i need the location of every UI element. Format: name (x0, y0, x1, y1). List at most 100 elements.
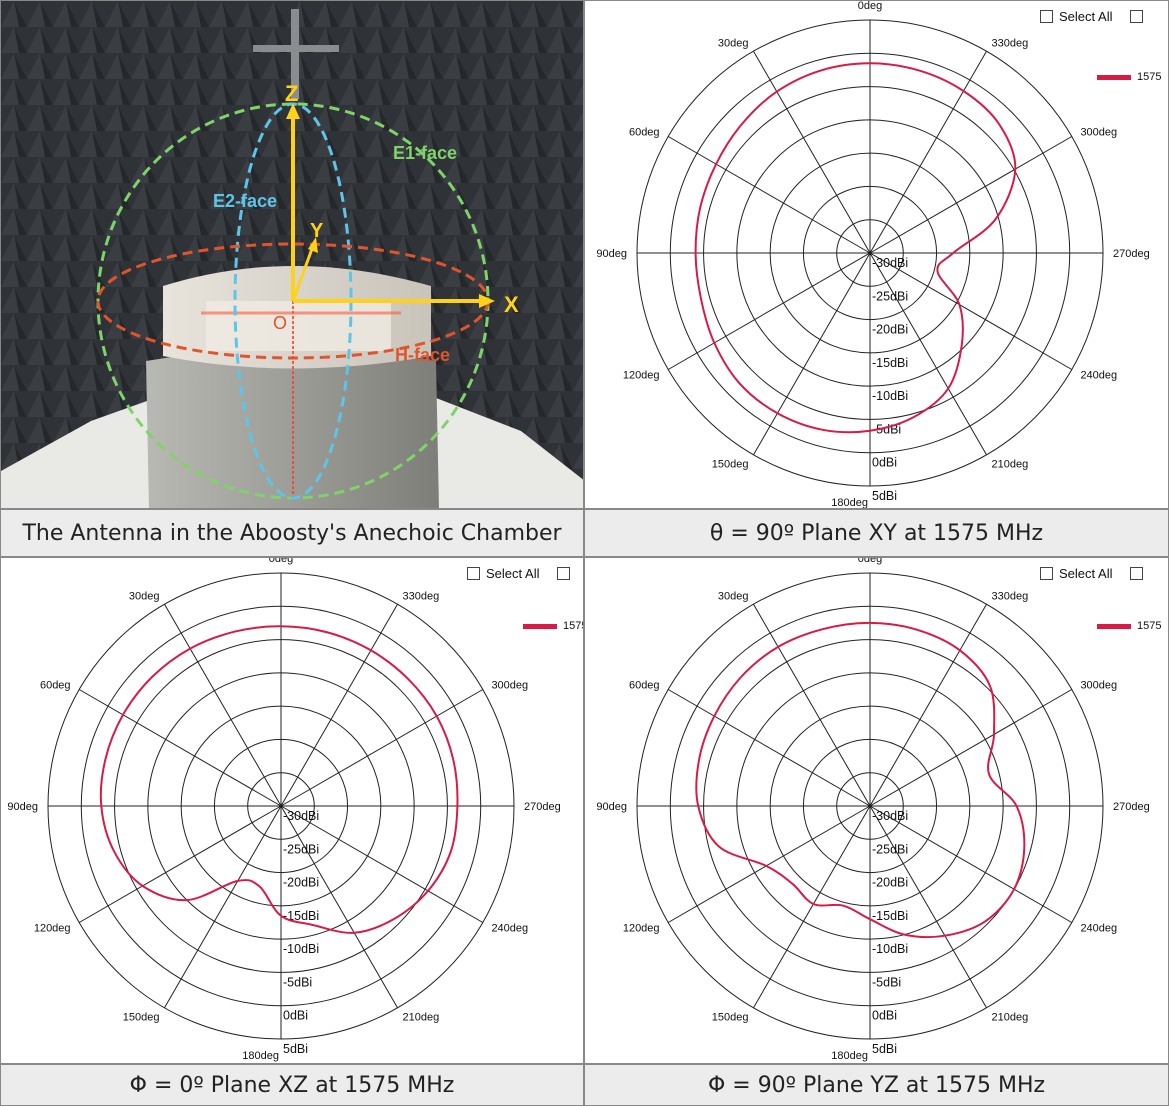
select-all-toggle[interactable]: Select All (467, 566, 571, 581)
radial-tick-label: -10dBi (283, 942, 319, 956)
angle-tick-label: 30deg (718, 38, 749, 50)
angle-tick-label: 150deg (123, 1011, 160, 1023)
grid-spoke (869, 805, 987, 1009)
caption-yz: Φ = 90º Plane YZ at 1575 MHz (584, 1064, 1169, 1106)
angle-tick-label: 0deg (269, 558, 293, 565)
angle-tick-label: 240deg (491, 923, 528, 935)
legend-item[interactable]: 1575 (523, 620, 583, 632)
axis-y-label: Y (310, 220, 324, 242)
radial-tick-label: 0dBi (283, 1009, 308, 1023)
angle-tick-label: 240deg (1080, 923, 1117, 935)
select-all-label: Select All (1059, 566, 1113, 581)
angle-tick-label: 180deg (831, 1050, 868, 1062)
legend-item[interactable]: 1575 (1097, 620, 1161, 632)
grid-spoke (869, 603, 987, 807)
select-all-checkbox[interactable] (467, 567, 480, 580)
radial-tick-label: -5dBi (283, 975, 312, 989)
extra-checkbox[interactable] (557, 567, 571, 580)
grid-spoke (78, 689, 282, 807)
radial-tick-label: -25dBi (872, 289, 908, 303)
angle-tick-label: 30deg (129, 591, 160, 603)
angle-tick-label: 300deg (1080, 127, 1117, 139)
angle-tick-label: 90deg (596, 801, 627, 813)
polar-chart-yz-panel: 0deg 30deg 60deg 90deg 120deg 150deg 180deg 210… (584, 557, 1169, 1064)
extra-checkbox[interactable] (1130, 10, 1144, 23)
grid-spoke (280, 689, 484, 807)
polar-chart-xy-panel: 0deg 30deg 60deg 90deg 120deg 150deg 180deg 210… (584, 0, 1169, 509)
radial-tick-label: -10dBi (872, 942, 908, 956)
grid-spoke (869, 252, 987, 456)
caption-xy: θ = 90º Plane XY at 1575 MHz (584, 509, 1169, 557)
angle-tick-label: 90deg (7, 801, 38, 813)
origin-label: O (273, 313, 287, 333)
anechoic-chamber-photo: Z Y X O E1-face E2-face H-face (0, 0, 584, 509)
grid-spoke (753, 805, 871, 1009)
polar-chart-xz: 0deg 30deg 60deg 90deg 120deg 150deg 180deg 210… (7, 558, 561, 1062)
radial-tick-label: -15dBi (872, 909, 908, 923)
angle-tick-label: 60deg (40, 680, 71, 692)
legend-item[interactable]: 1575 (1097, 71, 1161, 83)
angle-tick-label: 330deg (403, 591, 440, 603)
select-all-label: Select All (486, 566, 540, 581)
grid-spoke (667, 252, 871, 370)
polar-chart-yz: 0deg 30deg 60deg 90deg 120deg 150deg 180deg 210… (596, 558, 1150, 1062)
series-trace-1575 (694, 62, 1017, 434)
polar-chart-xz-panel: 0deg 30deg 60deg 90deg 120deg 150deg 180deg 210… (0, 557, 584, 1064)
grid-spoke (753, 603, 871, 807)
chamber-illustration: Z Y X O E1-face E2-face H-face (1, 1, 583, 508)
angle-tick-label: 90deg (596, 248, 627, 260)
axis-z-label: Z (285, 81, 298, 106)
angle-tick-label: 180deg (831, 497, 868, 509)
angle-tick-label: 330deg (992, 591, 1029, 603)
angle-tick-label: 0deg (858, 1, 882, 12)
radial-tick-label: 0dBi (872, 1009, 897, 1023)
grid-spoke (164, 805, 282, 1009)
radial-tick-label: 0dBi (872, 456, 897, 470)
grid-spoke (869, 50, 987, 254)
select-all-label: Select All (1059, 9, 1113, 24)
angle-tick-label: 330deg (992, 38, 1029, 50)
angle-tick-label: 0deg (858, 558, 882, 565)
e1-face-label: E1-face (393, 143, 457, 163)
grid-spoke (753, 252, 871, 456)
angle-tick-label: 240deg (1080, 370, 1117, 382)
angle-tick-label: 60deg (629, 680, 660, 692)
angle-tick-label: 270deg (524, 801, 561, 813)
radial-tick-label: 5dBi (872, 489, 897, 503)
grid-spoke (667, 805, 871, 923)
angle-tick-label: 120deg (34, 923, 71, 935)
select-all-toggle[interactable]: Select All (1040, 9, 1144, 24)
angle-tick-label: 300deg (491, 680, 528, 692)
h-face-label: H-face (395, 345, 450, 365)
select-all-checkbox[interactable] (1040, 567, 1053, 580)
series-trace-1575 (99, 625, 459, 934)
angle-tick-label: 30deg (718, 591, 749, 603)
series-trace-1575 (695, 621, 1026, 939)
grid-spoke (753, 50, 871, 254)
angle-tick-label: 270deg (1113, 801, 1150, 813)
extra-checkbox[interactable] (1130, 567, 1144, 580)
angle-tick-label: 150deg (712, 1011, 749, 1023)
grid-spoke (667, 689, 871, 807)
angle-tick-label: 60deg (629, 127, 660, 139)
grid-spoke (78, 805, 282, 923)
legend-label: 1575 (1137, 620, 1162, 632)
radial-tick-label: -5dBi (872, 975, 901, 989)
axis-x-label: X (504, 292, 519, 317)
angle-tick-label: 270deg (1113, 248, 1150, 260)
radial-tick-label: -20dBi (872, 876, 908, 890)
polar-chart-xy: 0deg 30deg 60deg 90deg 120deg 150deg 180deg 210… (596, 1, 1150, 509)
legend-swatch (1097, 74, 1131, 80)
radial-tick-label: -30dBi (872, 256, 908, 270)
radial-tick-label: -20dBi (872, 323, 908, 337)
legend-swatch (1097, 623, 1131, 629)
grid-spoke (869, 689, 1073, 807)
radial-tick-label: -10dBi (872, 389, 908, 403)
radial-tick-label: -30dBi (283, 809, 319, 823)
select-all-checkbox[interactable] (1040, 10, 1053, 23)
select-all-toggle[interactable]: Select All (1040, 566, 1144, 581)
legend-label: 1575 (1137, 71, 1162, 83)
angle-tick-label: 120deg (623, 923, 660, 935)
caption-photo: The Antenna in the Aboosty's Anechoic Ch… (0, 509, 584, 557)
grid-spoke (667, 136, 871, 254)
